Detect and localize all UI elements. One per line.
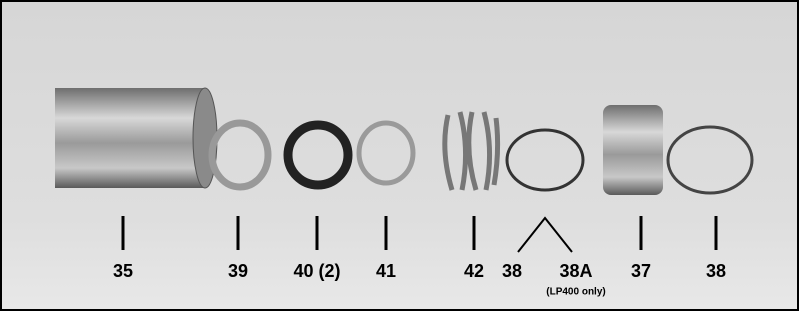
parts-diagram: 35 39 40 (2) 41 42 38 38A (LP400 only) 3… [0,0,799,311]
part-35 [55,88,205,188]
part-label: 38 [502,261,522,281]
part-label: 42 [464,261,484,281]
part-note: (LP400 only) [546,287,605,298]
part-label: 38A [559,261,592,281]
part-label: 41 [376,261,396,281]
part-label: 40 (2) [293,261,340,281]
part-label: 39 [228,261,248,281]
part-label: 35 [113,261,133,281]
part-37 [603,105,663,195]
part-label: 37 [631,261,651,281]
part-label: 38 [706,261,726,281]
